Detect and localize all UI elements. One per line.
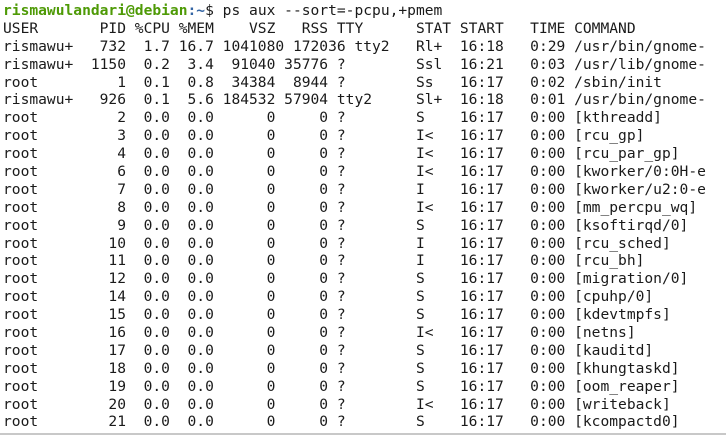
process-row: root 4 0.0 0.0 0 0 ? I< 16:17 0:00 [rcu_…	[3, 145, 680, 163]
process-row: root 6 0.0 0.0 0 0 ? I< 16:17 0:00 [kwor…	[3, 163, 706, 181]
prompt-path: :~	[187, 2, 206, 19]
process-row: root 18 0.0 0.0 0 0 ? S 16:17 0:00 [khun…	[3, 359, 680, 377]
process-row: root 9 0.0 0.0 0 0 ? S 16:17 0:00 [ksoft…	[3, 216, 689, 234]
process-row: root 20 0.0 0.0 0 0 ? I< 16:17 0:00 [wri…	[3, 395, 671, 413]
window-bottom-border	[0, 433, 726, 435]
process-row: root 2 0.0 0.0 0 0 ? S 16:17 0:00 [kthre…	[3, 109, 662, 127]
process-row: rismawu+ 926 0.1 5.6 184532 57904 tty2 S…	[3, 91, 706, 109]
typed-command: ps aux --sort=-pcpu,+pmem	[222, 2, 443, 19]
process-row: rismawu+ 1150 0.2 3.4 91040 35776 ? Ssl …	[3, 55, 706, 73]
prompt-symbol: $	[205, 2, 223, 19]
process-row: root 7 0.0 0.0 0 0 ? I 16:17 0:00 [kwork…	[3, 180, 706, 198]
process-row: root 1 0.1 0.8 34384 8944 ? Ss 16:17 0:0…	[3, 73, 662, 91]
prompt-user-host: rismawulandari@debian	[3, 2, 188, 19]
prompt-line: rismawulandari@debian:~$ ps aux --sort=-…	[3, 2, 726, 20]
process-row: root 10 0.0 0.0 0 0 ? I 16:17 0:00 [rcu_…	[3, 234, 671, 252]
process-row: root 15 0.0 0.0 0 0 ? S 16:17 0:00 [kdev…	[3, 306, 671, 324]
process-row: root 12 0.0 0.0 0 0 ? S 16:17 0:00 [migr…	[3, 270, 689, 288]
process-row: root 3 0.0 0.0 0 0 ? I< 16:17 0:00 [rcu_…	[3, 127, 645, 145]
ps-header-row: USER PID %CPU %MEM VSZ RSS TTY STAT STAR…	[3, 19, 636, 37]
process-row: rismawu+ 732 1.7 16.7 1041080 172036 tty…	[3, 37, 706, 55]
process-row: root 16 0.0 0.0 0 0 ? I< 16:17 0:00 [net…	[3, 324, 636, 342]
process-row: root 8 0.0 0.0 0 0 ? I< 16:17 0:00 [mm_p…	[3, 198, 698, 216]
process-row: root 17 0.0 0.0 0 0 ? S 16:17 0:00 [kaud…	[3, 341, 654, 359]
process-row: root 19 0.0 0.0 0 0 ? S 16:17 0:00 [oom_…	[3, 377, 680, 395]
process-row: root 21 0.0 0.0 0 0 ? S 16:17 0:00 [kcom…	[3, 413, 680, 431]
process-row: root 14 0.0 0.0 0 0 ? S 16:17 0:00 [cpuh…	[3, 288, 654, 306]
process-row: root 11 0.0 0.0 0 0 ? I 16:17 0:00 [rcu_…	[3, 252, 645, 270]
terminal-output: rismawulandari@debian:~$ ps aux --sort=-…	[3, 2, 726, 431]
